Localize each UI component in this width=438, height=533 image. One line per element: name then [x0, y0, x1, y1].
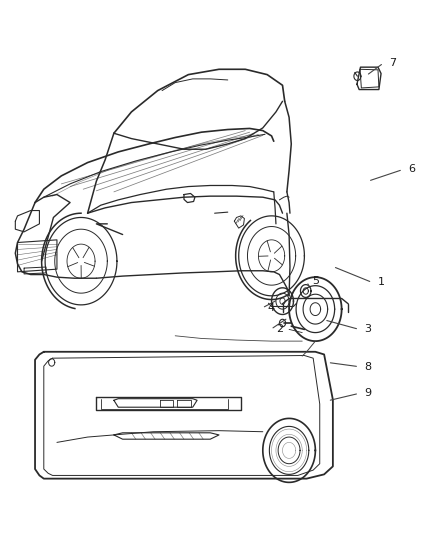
Text: 5: 5 [312, 277, 319, 286]
Text: 6: 6 [408, 165, 415, 174]
Text: 2: 2 [276, 325, 283, 334]
Text: 7: 7 [389, 58, 396, 68]
Text: 1: 1 [378, 278, 385, 287]
Text: 3: 3 [364, 325, 371, 334]
Text: 4: 4 [267, 303, 274, 313]
Text: 9: 9 [364, 389, 371, 398]
Text: 8: 8 [364, 362, 371, 372]
